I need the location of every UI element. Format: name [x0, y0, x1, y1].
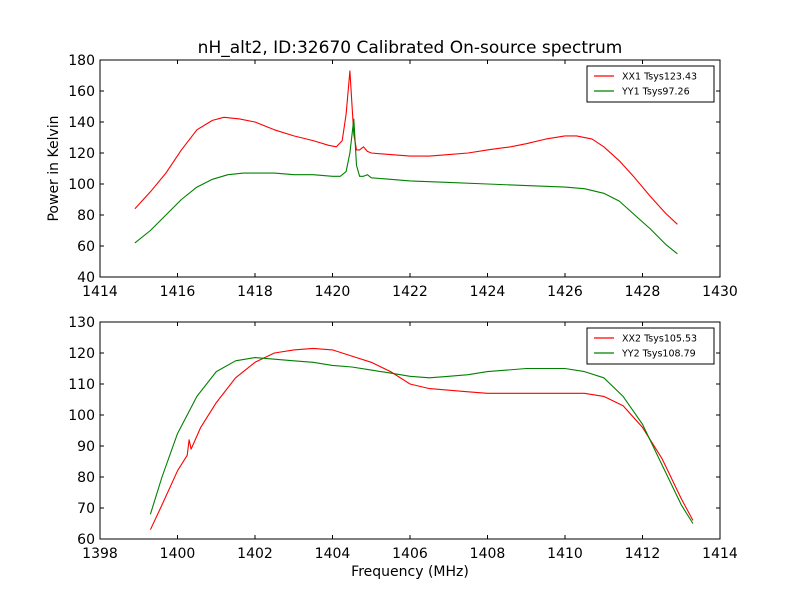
top-y-tick-label: 160: [68, 84, 95, 100]
top-x-tick-label: 1428: [625, 284, 661, 300]
top-y-tick-label: 100: [68, 177, 95, 193]
top-chart-plot: 1414 1416 1418 1420 1422 1424 1426 1428 1430 40 60…: [68, 53, 738, 300]
top-legend-box: [586, 65, 715, 103]
top-x-tick-label: 1430: [702, 284, 738, 300]
top-x-tick-label: 1414: [82, 284, 118, 300]
top-y-tick-label: 180: [68, 53, 95, 69]
bottom-y-tick-label: 110: [68, 377, 95, 393]
top-x-tick-label: 1418: [237, 284, 273, 300]
top-y-tick-label: 120: [68, 146, 95, 162]
bottom-x-tick-label: 1406: [392, 546, 428, 562]
bottom-series-line-2: [149, 357, 694, 524]
top-y-tick-label: 140: [68, 115, 95, 131]
top-legend: XX1 Tsys123.43 YY1 Tsys97.26: [586, 65, 715, 103]
top-chart-title: nH_alt2, ID:32670 Calibrated On-source s…: [198, 38, 623, 58]
top-legend-label-1: XX1 Tsys123.43: [622, 72, 697, 83]
bottom-y-tick-label: 90: [77, 439, 95, 455]
top-series-line-2: [134, 118, 678, 255]
top-legend-label-2: YY1 Tsys97.26: [621, 87, 690, 98]
top-y-tick-label: 80: [77, 208, 95, 224]
top-y-tick-label: 40: [77, 270, 95, 286]
top-x-tick-label: 1422: [392, 284, 428, 300]
bottom-x-tick-label: 1402: [237, 546, 273, 562]
bottom-y-tick-label: 70: [77, 501, 95, 517]
bottom-x-tick-label: 1398: [82, 546, 118, 562]
bottom-y-tick-label: 120: [68, 346, 95, 362]
bottom-x-tick-label: 1414: [702, 546, 738, 562]
top-y-tick-label: 60: [77, 239, 95, 255]
top-chart-ylabel: Power in Kelvin: [46, 115, 62, 221]
top-series-line-1: [134, 70, 678, 225]
bottom-legend-label-1: XX2 Tsys105.53: [622, 334, 697, 345]
bottom-legend-box: [586, 327, 715, 365]
bottom-legend-label-2: YY2 Tsys108.79: [621, 349, 696, 360]
bottom-x-tick-label: 1412: [625, 546, 661, 562]
bottom-series-line-1: [149, 347, 694, 530]
top-x-tick-label: 1426: [547, 284, 583, 300]
top-x-tick-label: 1420: [315, 284, 351, 300]
bottom-legend: XX2 Tsys105.53 YY2 Tsys108.79: [586, 327, 715, 365]
top-x-tick-label: 1416: [160, 284, 196, 300]
bottom-chart-xlabel: Frequency (MHz): [351, 564, 469, 580]
bottom-x-tick-label: 1400: [160, 546, 196, 562]
bottom-y-tick-label: 130: [68, 315, 95, 331]
bottom-y-tick-label: 80: [77, 470, 95, 486]
bottom-y-tick-label: 60: [77, 532, 95, 548]
top-x-tick-label: 1424: [470, 284, 506, 300]
bottom-y-tick-label: 100: [68, 408, 95, 424]
bottom-x-tick-label: 1408: [470, 546, 506, 562]
bottom-x-tick-label: 1410: [547, 546, 583, 562]
bottom-chart-plot: 1398 1400 1402 1404 1406 1408 1410 1412 1414 60 70…: [68, 315, 738, 562]
bottom-x-tick-label: 1404: [315, 546, 351, 562]
